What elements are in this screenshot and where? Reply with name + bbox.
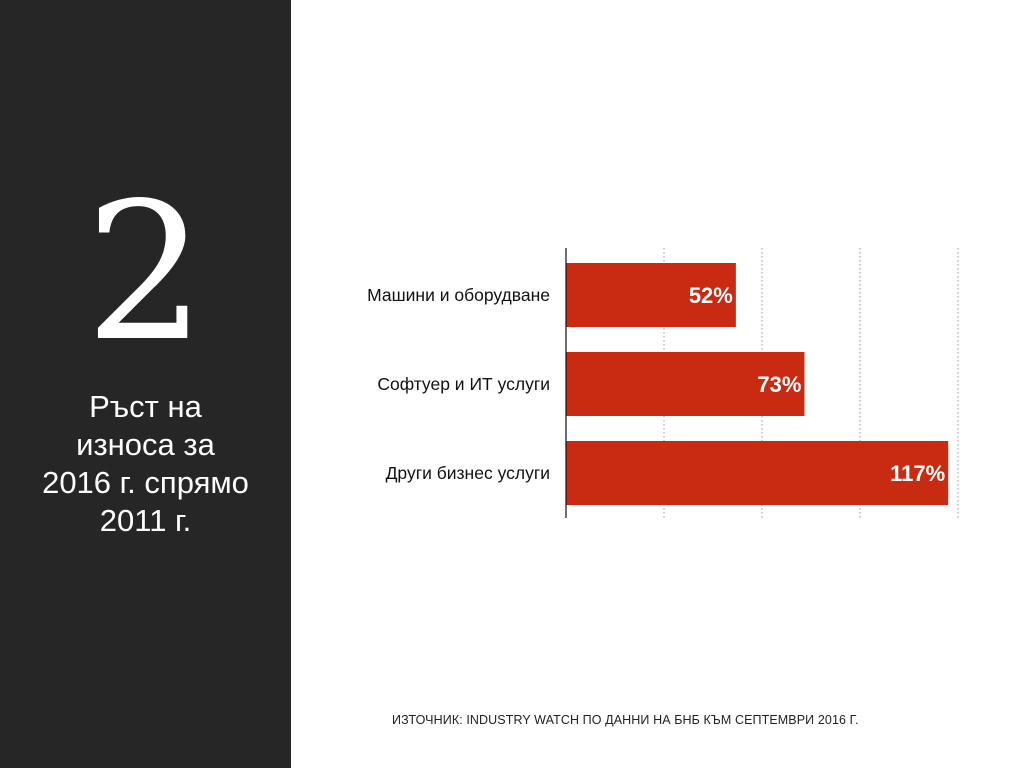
category-label: Машини и оборудване [367, 285, 550, 305]
slide-number: 2 [85, 162, 206, 383]
subtitle-line: износа за [76, 427, 215, 462]
subtitle-line: 2016 г. спрямо [42, 465, 249, 500]
source-note: ИЗТОЧНИК: INDUSTRY WATCH ПО ДАННИ НА БНБ… [392, 713, 859, 727]
bar-value-label: 117% [890, 461, 945, 486]
category-label: Софтуер и ИТ услуги [377, 374, 550, 394]
bar [566, 263, 736, 327]
bar-value-label: 52% [689, 283, 733, 308]
bar [566, 441, 949, 505]
subtitle-line: Ръст на [89, 389, 202, 424]
sidebar-panel: 2 Ръст на износа за 2016 г. спрямо 2011 … [0, 0, 291, 768]
bar-value-label: 73% [757, 372, 801, 397]
slide-subtitle: Ръст на износа за 2016 г. спрямо 2011 г. [0, 388, 291, 540]
subtitle-line: 2011 г. [99, 503, 192, 538]
category-label: Други бизнес услуги [386, 463, 550, 483]
bar-chart: 52% Машини и оборудване 73% Софтуер и ИТ ус… [367, 248, 959, 518]
bar [566, 352, 805, 416]
